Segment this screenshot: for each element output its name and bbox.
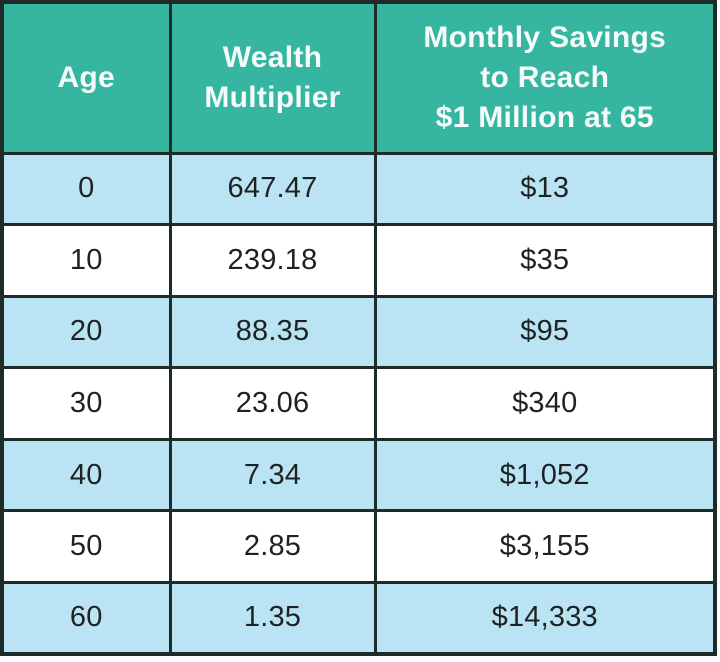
age-cell: 40 xyxy=(0,437,172,513)
age-cell: 10 xyxy=(0,223,172,298)
multiplier-cell: 647.47 xyxy=(168,151,377,227)
header-cell-age: Age xyxy=(0,0,172,155)
header-cell-wealth-multiplier: Wealth Multiplier xyxy=(168,0,377,155)
savings-cell: $1,052 xyxy=(373,437,717,513)
age-cell: 20 xyxy=(0,294,172,370)
table-row: 50 2.85 $3,155 xyxy=(0,509,717,584)
multiplier-cell: 1.35 xyxy=(168,580,377,656)
table-row: 20 88.35 $95 xyxy=(0,294,717,370)
table-row: 10 239.18 $35 xyxy=(0,223,717,298)
savings-cell: $35 xyxy=(373,223,717,298)
age-cell: 50 xyxy=(0,509,172,584)
savings-cell: $13 xyxy=(373,151,717,227)
multiplier-cell: 23.06 xyxy=(168,366,377,441)
header-age-label: Age xyxy=(57,60,116,94)
multiplier-cell: 7.34 xyxy=(168,437,377,513)
multiplier-cell: 88.35 xyxy=(168,294,377,370)
header-savings-line3: $1 Million at 65 xyxy=(435,100,654,134)
header-multiplier-line1: Wealth xyxy=(222,40,323,74)
multiplier-cell: 239.18 xyxy=(168,223,377,298)
savings-cell: $3,155 xyxy=(373,509,717,584)
header-savings-line1: Monthly Savings xyxy=(423,20,667,54)
table-row: 40 7.34 $1,052 xyxy=(0,437,717,513)
age-cell: 0 xyxy=(0,151,172,227)
table-row: 0 647.47 $13 xyxy=(0,151,717,227)
savings-cell: $95 xyxy=(373,294,717,370)
age-cell: 60 xyxy=(0,580,172,656)
table-header-row: Age Wealth Multiplier Monthly Savings to… xyxy=(0,0,717,155)
table-row: 30 23.06 $340 xyxy=(0,366,717,441)
savings-cell: $14,333 xyxy=(373,580,717,656)
multiplier-cell: 2.85 xyxy=(168,509,377,584)
header-savings-line2: to Reach xyxy=(480,60,610,94)
age-cell: 30 xyxy=(0,366,172,441)
header-multiplier-line2: Multiplier xyxy=(204,80,341,114)
header-cell-monthly-savings: Monthly Savings to Reach $1 Million at 6… xyxy=(373,0,717,155)
savings-cell: $340 xyxy=(373,366,717,441)
table-row: 60 1.35 $14,333 xyxy=(0,580,717,656)
